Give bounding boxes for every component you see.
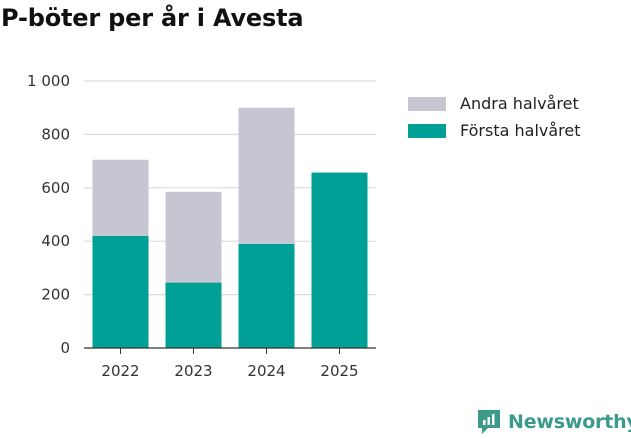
y-tick-label: 200 [41, 286, 70, 304]
y-tick-label: 800 [41, 125, 70, 143]
bar-forsta-2025 [311, 172, 368, 348]
x-tick-label: 2023 [174, 362, 212, 380]
bar-andra-2022 [92, 159, 149, 236]
brand-name: Newsworthy [508, 411, 631, 433]
y-tick-label: 0 [60, 339, 70, 357]
bar-forsta-2024 [238, 243, 295, 348]
y-tick-label: 600 [41, 179, 70, 197]
chart-title: P-böter per år i Avesta [1, 4, 304, 32]
newsworthy-logo-icon [478, 410, 500, 434]
bar-forsta-2023 [165, 282, 222, 348]
bar-andra-2023 [165, 191, 222, 283]
y-tick-label: 1 000 [27, 72, 70, 90]
x-tick-label: 2022 [101, 362, 139, 380]
legend-label-forsta: Första halvåret [460, 121, 581, 140]
legend-swatch-forsta [408, 123, 446, 138]
legend-swatch-andra [408, 96, 446, 111]
bar-andra-2024 [238, 107, 295, 244]
x-axis: 2022 2023 2024 2025 [84, 347, 376, 380]
legend: Andra halvåret Första halvåret [408, 90, 581, 144]
legend-item-forsta: Första halvåret [408, 117, 581, 144]
legend-item-andra: Andra halvåret [408, 90, 581, 117]
x-tick-label: 2024 [247, 362, 285, 380]
brand: Newsworthy [476, 408, 631, 436]
x-tick-label: 2025 [320, 362, 358, 380]
y-tick-label: 400 [41, 232, 70, 250]
legend-label-andra: Andra halvåret [460, 94, 579, 113]
bar-forsta-2022 [92, 235, 149, 348]
y-axis: 0 200 400 600 800 1 000 [27, 72, 70, 357]
bars [92, 107, 368, 348]
